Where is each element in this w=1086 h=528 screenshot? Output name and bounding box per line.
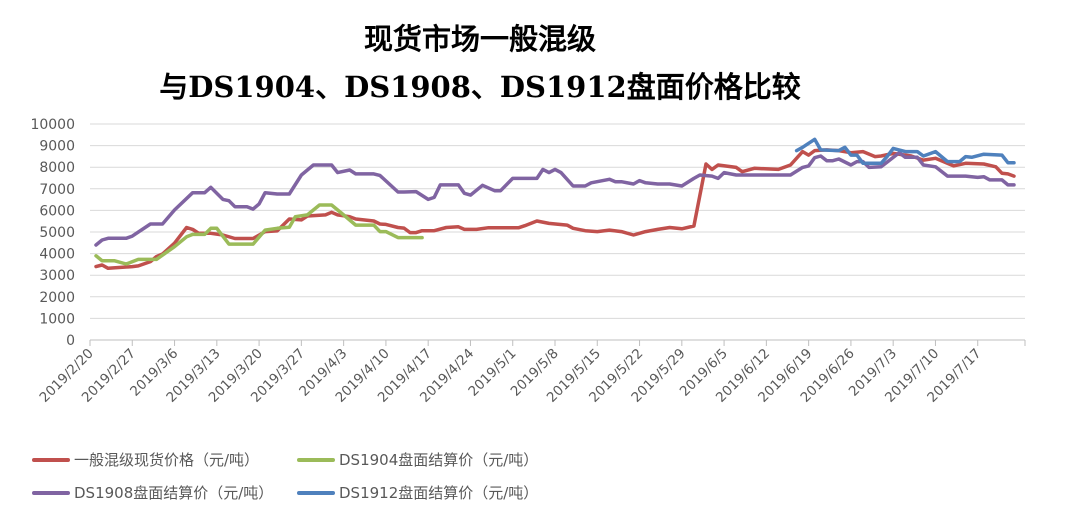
- legend-item-ds1908: DS1908盘面结算价（元/吨）: [32, 482, 273, 503]
- y-tick-label: 4000: [39, 247, 75, 263]
- y-tick-label: 1000: [39, 311, 75, 327]
- y-tick-label: 2000: [39, 290, 75, 306]
- legend-item-ds1904: DS1904盘面结算价（元/吨）: [297, 449, 538, 470]
- legend-item-ds1912: DS1912盘面结算价（元/吨）: [297, 482, 538, 503]
- legend-label-ds1912: DS1912盘面结算价（元/吨）: [339, 484, 539, 502]
- series-line-2: [94, 150, 1016, 247]
- y-tick-label: 6000: [39, 203, 75, 219]
- series-line-3: [794, 137, 1016, 166]
- y-tick-label: 7000: [39, 182, 75, 198]
- y-tick-label: 10000: [30, 117, 75, 133]
- y-tick-label: 3000: [39, 268, 75, 284]
- y-tick-label: 5000: [39, 225, 75, 241]
- series-line-1: [94, 203, 424, 266]
- y-tick-label: 8000: [39, 160, 75, 176]
- legend-swatch-ds1912: [297, 490, 335, 495]
- legend-swatch-ds1908: [32, 490, 70, 495]
- series-line-0: [94, 148, 1016, 271]
- chart-title-line1: 现货市场一般混级: [363, 22, 596, 56]
- legend-label-spot: 一般混级现货价格（元/吨）: [74, 451, 260, 469]
- legend-swatch-spot: [32, 457, 70, 462]
- legend-swatch-ds1904: [297, 457, 335, 462]
- legend-item-spot: 一般混级现货价格（元/吨）: [32, 449, 259, 470]
- y-tick-label: 0: [66, 333, 75, 349]
- y-tick-label: 9000: [39, 139, 75, 155]
- chart-title-line2: 与DS1904、DS1908、DS1912盘面价格比较: [159, 70, 801, 104]
- legend-label-ds1908: DS1908盘面结算价（元/吨）: [74, 484, 274, 502]
- legend-label-ds1904: DS1904盘面结算价（元/吨）: [339, 451, 539, 469]
